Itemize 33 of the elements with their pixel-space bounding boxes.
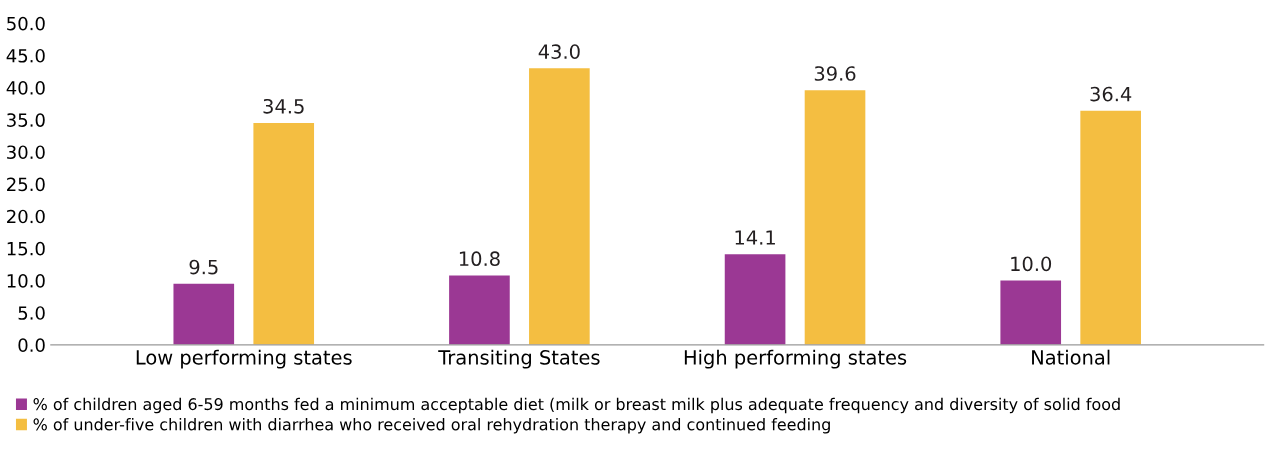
data-label: 10.0: [1011, 256, 1052, 272]
data-label: 39.6: [814, 66, 856, 81]
data-label: 43.0: [538, 44, 580, 59]
x-tick-label: High performing states: [684, 349, 907, 369]
y-tick-label: 5.0: [18, 306, 45, 320]
y-tick-label: 20.0: [7, 209, 45, 224]
y-tick-label: 10.0: [7, 273, 45, 288]
bar: [529, 68, 590, 345]
bar: [1080, 110, 1141, 345]
y-tick-label: 15.0: [7, 241, 45, 256]
y-tick-label: 35.0: [7, 113, 45, 127]
x-tick-label: National: [1032, 349, 1110, 365]
data-label: 9.5: [189, 259, 218, 275]
y-tick-label: 25.0: [7, 177, 45, 192]
data-label: 34.5: [263, 98, 304, 114]
bar: [804, 90, 866, 345]
data-label: 14.1: [735, 230, 775, 245]
y-tick-label: 45.0: [6, 48, 45, 63]
y-tick-label: 0.0: [18, 338, 45, 352]
y-tick-label: 30.0: [7, 145, 45, 160]
legend-label: % of children aged 6-59 months fed a minimum acceptable diet (milk or breast milk plus adequate frequency and diversity of solid food: [33, 397, 1120, 414]
legend-label: % of under-five children with diarrhea who received oral rehydration therapy and continued feeding: [33, 418, 830, 434]
x-tick-label: Low performing states: [136, 349, 352, 369]
data-label: 10.8: [459, 251, 500, 267]
bar: [449, 275, 510, 345]
bar: [173, 283, 235, 345]
y-tick-label: 50.0: [7, 16, 45, 31]
y-tick-label: 40.0: [6, 81, 45, 95]
bar: [253, 122, 315, 345]
x-tick-label: Transiting States: [438, 349, 600, 369]
data-label: 36.4: [1090, 86, 1132, 102]
bar: [1000, 280, 1062, 345]
bar: [724, 254, 786, 345]
